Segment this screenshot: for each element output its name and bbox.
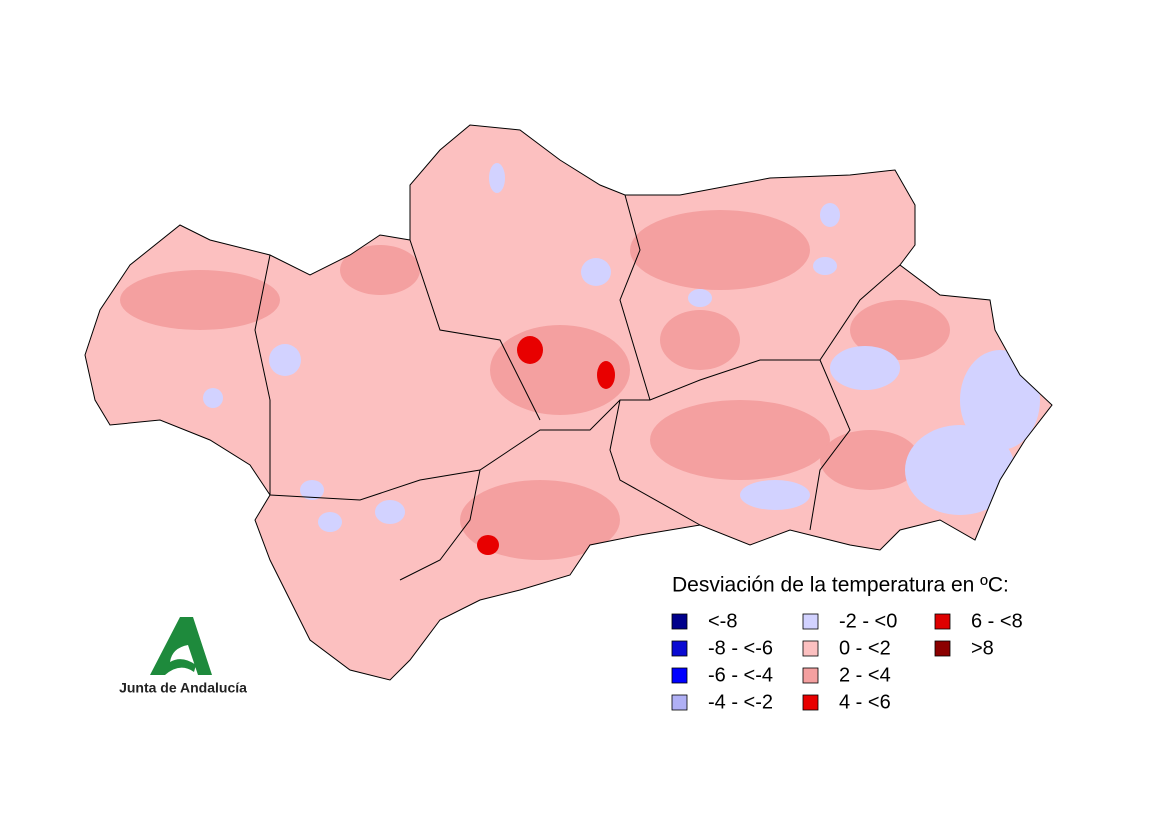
andalusia-map [84,124,1053,681]
legend-swatch [802,667,819,684]
legend-swatch [802,694,819,711]
legend-swatch [934,640,951,657]
logo-mark [150,617,212,675]
legend-label: >8 [971,637,994,659]
legend-swatch [671,613,688,630]
legend-label: -6 - <-4 [708,664,773,686]
legend-label: -4 - <-2 [708,691,773,713]
legend-swatch [802,613,819,630]
legend-label: -2 - <0 [839,610,897,632]
legend-swatch [671,667,688,684]
province-borders [254,194,901,581]
legend-label: <-8 [708,610,737,632]
legend-label: 0 - <2 [839,637,891,659]
logo-text: Junta de Andalucía [119,680,247,696]
legend-swatch [671,640,688,657]
legend-title: Desviación de la temperatura en ºC: [672,574,1009,597]
legend-swatch [802,640,819,657]
logo: Junta de Andalucía [119,617,247,696]
legend: Desviación de la temperatura en ºC: <-8 -… [671,574,1023,713]
legend-label: 6 - <8 [971,610,1023,632]
legend-label: 4 - <6 [839,691,891,713]
legend-swatch [934,613,951,630]
legend-swatch [671,694,688,711]
legend-label: -8 - <-6 [708,637,773,659]
legend-label: 2 - <4 [839,664,891,686]
